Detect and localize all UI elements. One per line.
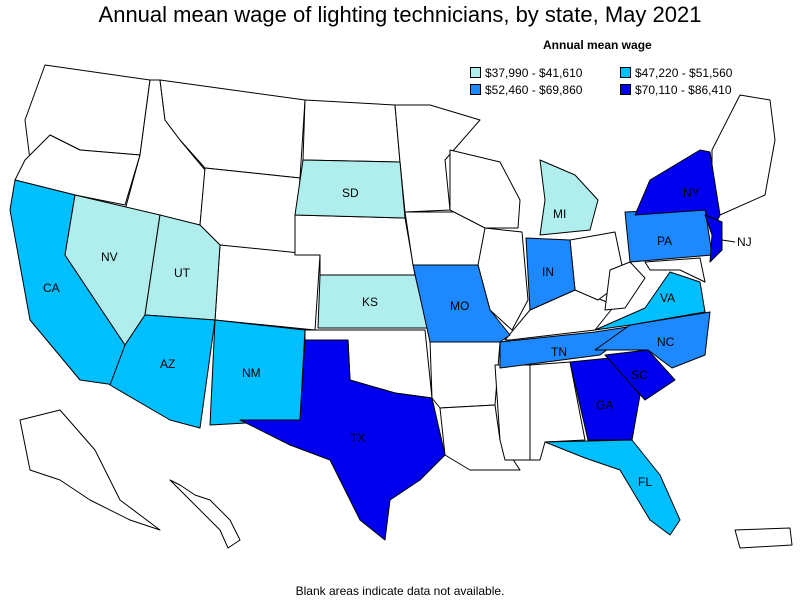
- state-nj[interactable]: [704, 214, 723, 263]
- nj-leader-line: [721, 239, 736, 243]
- label-az: AZ: [160, 357, 175, 371]
- legend-title: Annual mean wage: [543, 38, 652, 52]
- state-mo[interactable]: [412, 264, 511, 343]
- label-tn: TN: [551, 345, 567, 359]
- label-in: IN: [542, 265, 554, 279]
- legend-swatch-bin-2: [620, 67, 631, 78]
- state-ut[interactable]: [144, 214, 221, 321]
- legend-swatch-bin-1: [470, 67, 481, 78]
- label-va: VA: [660, 291, 675, 305]
- label-nj: NJ: [737, 235, 752, 249]
- map-title: Annual mean wage of lighting technicians…: [98, 2, 702, 27]
- label-mo: MO: [450, 299, 469, 313]
- label-ga: GA: [596, 398, 613, 412]
- state-fl[interactable]: [544, 439, 681, 536]
- label-tx: TX: [350, 431, 365, 445]
- legend-row-1: $37,990 - $41,610 $47,220 - $51,560: [470, 64, 790, 81]
- state-wi[interactable]: [449, 149, 521, 229]
- legend-swatch-bin-4: [620, 84, 631, 95]
- label-fl: FL: [638, 475, 652, 489]
- state-sd[interactable]: [294, 159, 406, 219]
- state-co[interactable]: [214, 244, 321, 331]
- state-mi[interactable]: [539, 159, 599, 236]
- state-labels: CA NV UT AZ NM SD KS TX MO MI IN TN GA S…: [43, 186, 752, 489]
- state-ar[interactable]: [429, 339, 501, 409]
- legend-label-bin-1: $37,990 - $41,610: [485, 65, 583, 80]
- label-nv: NV: [101, 250, 118, 264]
- territory-pr[interactable]: [734, 527, 793, 549]
- footnote: Blank areas indicate data not available.: [295, 584, 505, 598]
- legend-item-bin-1: $37,990 - $41,610: [470, 66, 620, 80]
- label-mi: MI: [553, 207, 566, 221]
- state-in[interactable]: [525, 237, 576, 311]
- label-sc: SC: [631, 368, 648, 382]
- state-tx[interactable]: [239, 339, 446, 541]
- state-md[interactable]: [644, 257, 706, 283]
- legend-swatch-bin-3: [470, 84, 481, 95]
- label-nc: NC: [657, 335, 675, 349]
- state-hi[interactable]: [169, 479, 241, 549]
- label-sd: SD: [342, 186, 359, 200]
- state-nd[interactable]: [302, 99, 401, 163]
- state-va[interactable]: [594, 271, 706, 331]
- state-new-england[interactable]: [711, 94, 776, 216]
- label-ut: UT: [174, 266, 191, 280]
- label-ny: NY: [683, 186, 700, 200]
- state-wv[interactable]: [604, 261, 646, 311]
- label-pa: PA: [657, 234, 672, 248]
- legend-item-bin-3: $52,460 - $69,860: [470, 83, 620, 97]
- legend-label-bin-2: $47,220 - $51,560: [635, 65, 733, 80]
- state-ak[interactable]: [19, 409, 161, 531]
- legend-item-bin-4: $70,110 - $86,410: [620, 83, 770, 97]
- legend-item-bin-2: $47,220 - $51,560: [620, 66, 770, 80]
- label-ks: KS: [362, 295, 378, 309]
- legend: $37,990 - $41,610 $47,220 - $51,560 $52,…: [470, 64, 790, 98]
- state-ny[interactable]: [634, 149, 721, 233]
- state-sc[interactable]: [604, 349, 676, 401]
- label-ca: CA: [43, 281, 60, 295]
- state-ga[interactable]: [569, 357, 641, 441]
- legend-row-2: $52,460 - $69,860 $70,110 - $86,410: [470, 81, 790, 98]
- legend-label-bin-3: $52,460 - $69,860: [485, 82, 583, 97]
- label-nm: NM: [242, 366, 261, 380]
- legend-label-bin-4: $70,110 - $86,410: [635, 82, 732, 97]
